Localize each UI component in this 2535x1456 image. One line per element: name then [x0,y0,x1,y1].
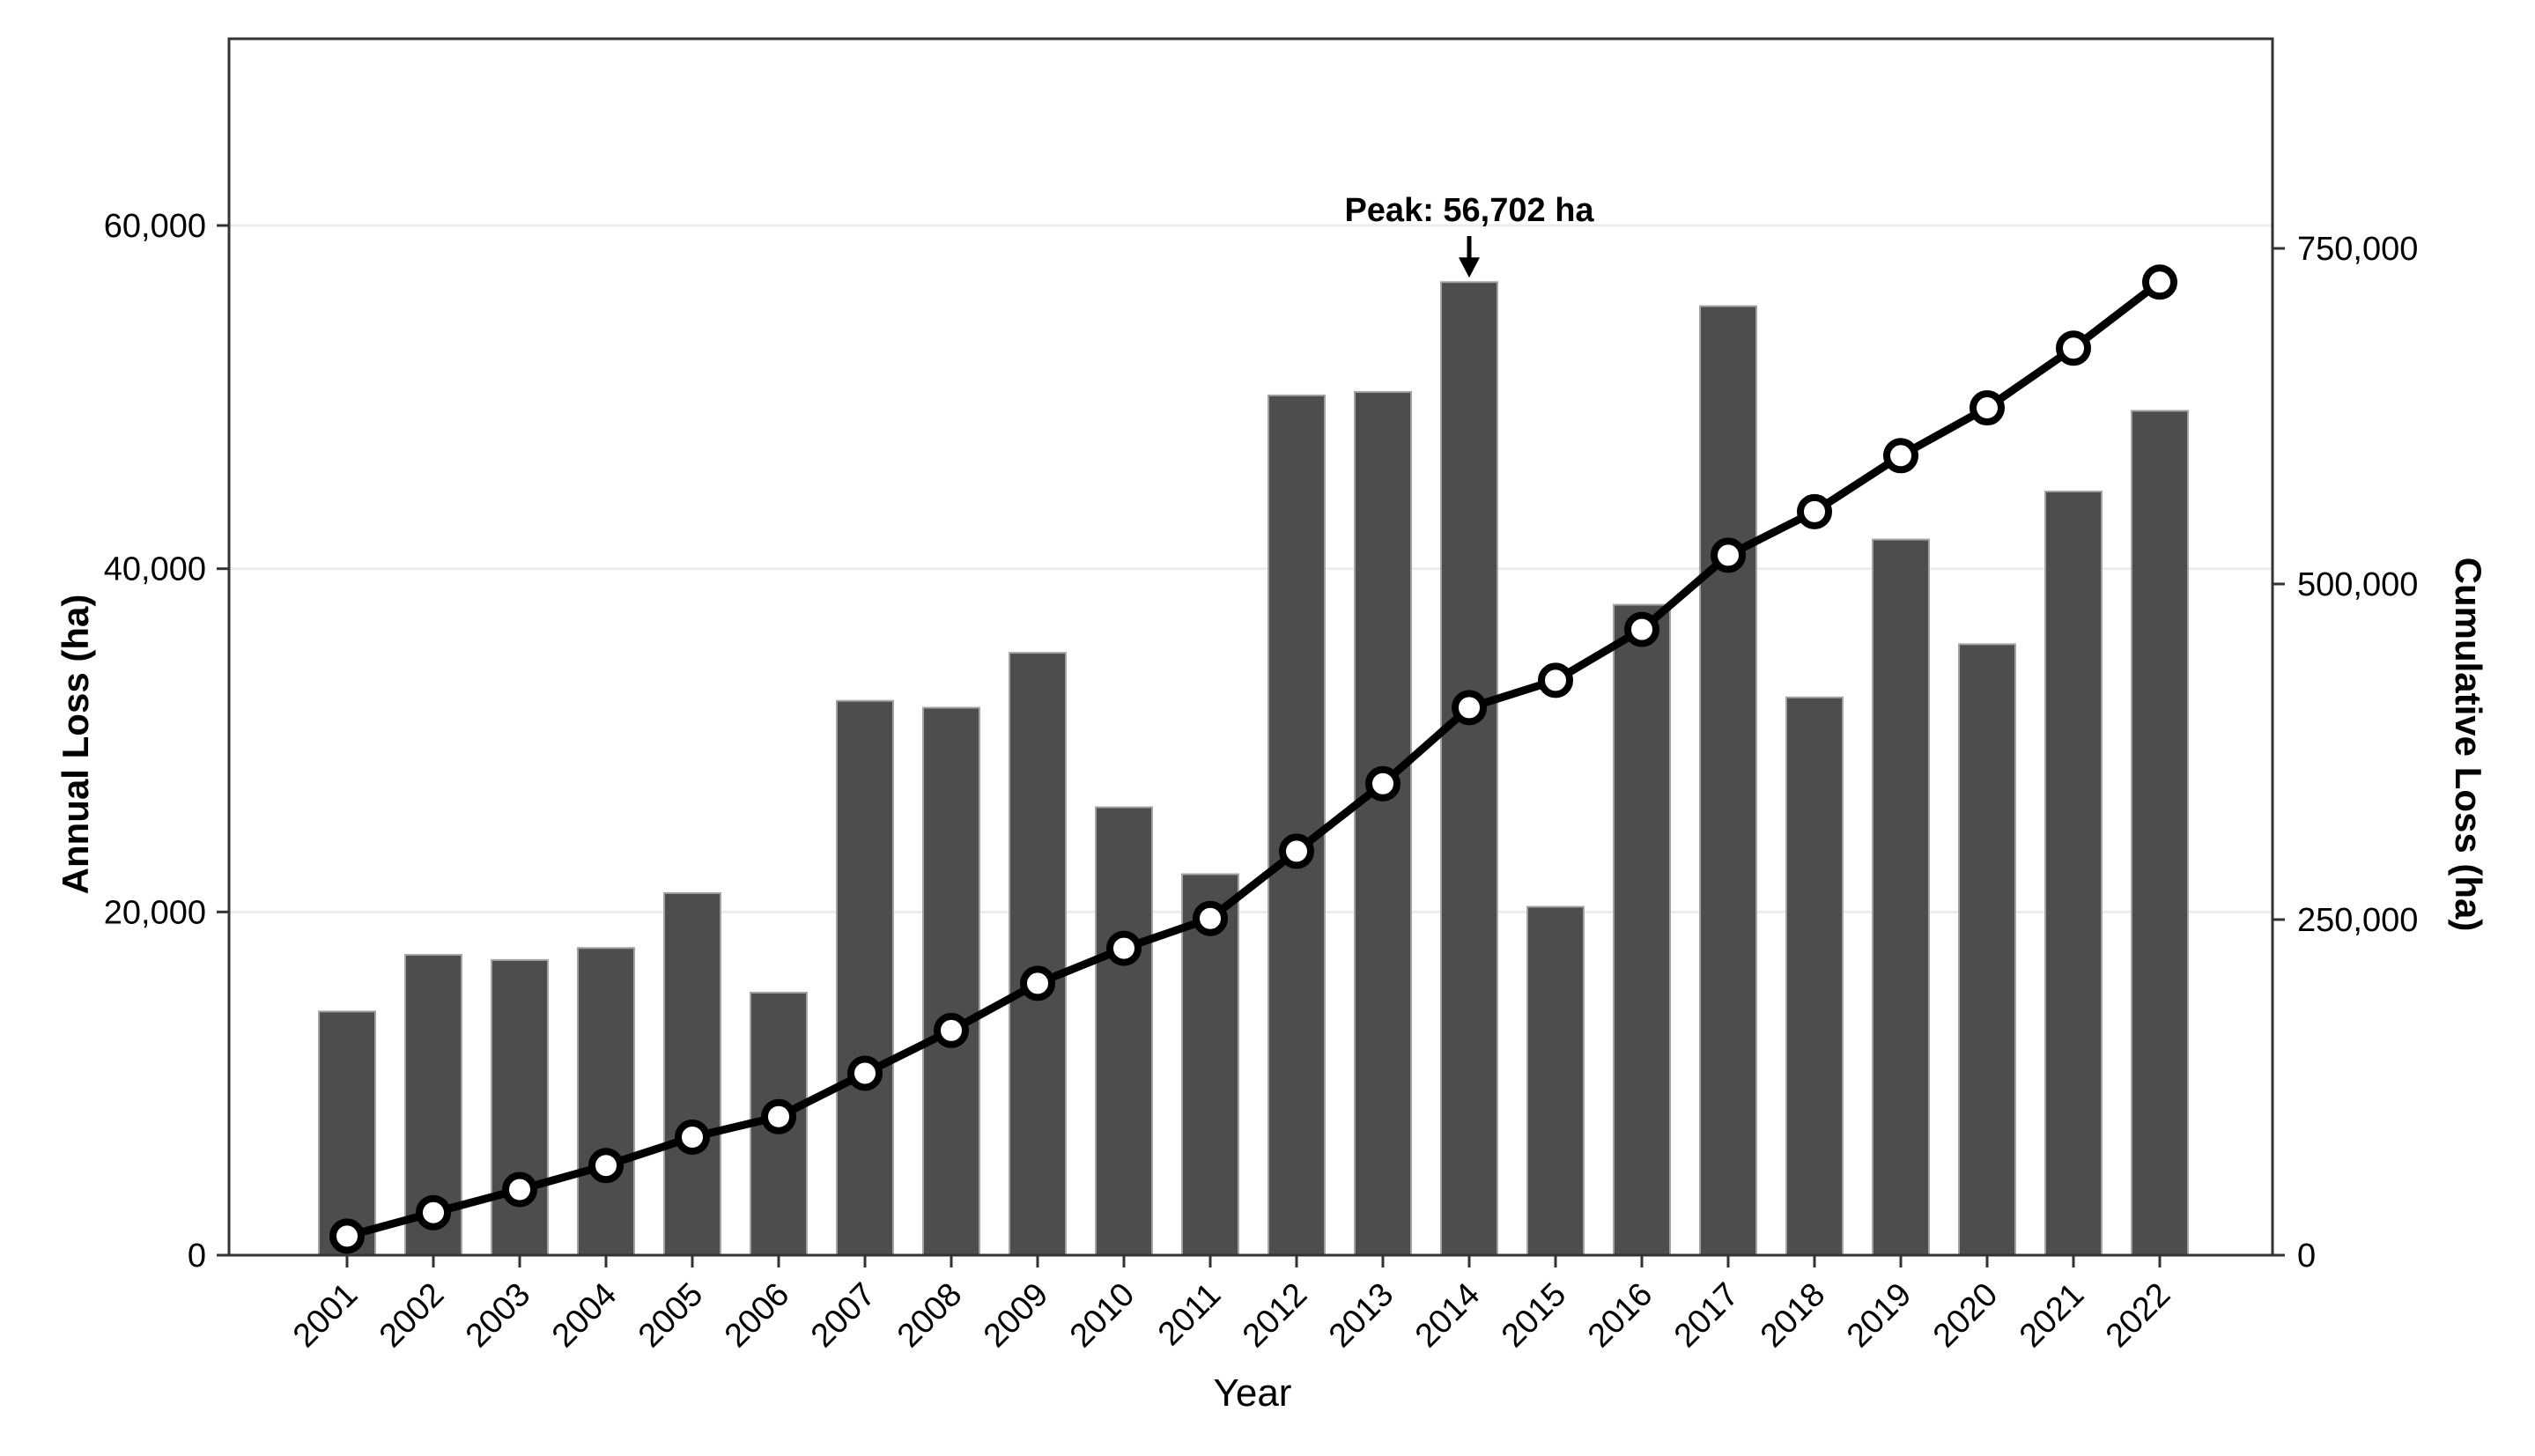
bar-2021 [2044,490,2103,1256]
x-tick-label-2001: 2001 [286,1276,365,1355]
left-y-axis-title: Annual Loss (ha) [55,594,96,895]
x-tick-label-2011: 2011 [1151,1276,1228,1353]
x-tick-label-2017: 2017 [1667,1276,1746,1355]
bar-2009 [1009,652,1067,1256]
marker-2006 [761,1098,796,1134]
marker-2011 [1193,900,1228,936]
bar-2007 [836,699,894,1256]
bar-2016 [1613,603,1671,1256]
x-tick-label-2009: 2009 [977,1276,1055,1355]
right-tick-label-250,000: 250,000 [2297,902,2418,939]
right-tick-label-0: 0 [2297,1238,2316,1275]
bar-2018 [1785,696,1844,1256]
x-tick-label-2021: 2021 [2013,1276,2091,1355]
marker-2008 [934,1012,969,1048]
marker-2017 [1711,537,1746,573]
peak-arrow-head [1459,257,1480,278]
marker-2012 [1279,833,1314,869]
bar-2010 [1095,806,1153,1256]
bar-2003 [491,958,549,1257]
marker-2002 [416,1194,451,1231]
marker-2020 [1970,390,2005,426]
bar-2013 [1354,390,1412,1256]
marker-2003 [502,1171,537,1208]
x-tick-label-2008: 2008 [891,1276,969,1355]
right-tick-label-750,000: 750,000 [2297,231,2418,268]
bar-2008 [922,706,980,1256]
marker-2005 [675,1120,710,1156]
left-tick-label-60,000: 60,000 [104,208,206,245]
bar-2019 [1872,538,1930,1256]
marker-2015 [1538,662,1573,698]
right-y-axis-title: Cumulative Loss (ha) [2448,557,2489,932]
x-tick-label-2022: 2022 [2099,1276,2177,1355]
x-tick-label-2010: 2010 [1063,1276,1142,1355]
x-tick-label-2006: 2006 [718,1276,796,1355]
x-tick-label-2007: 2007 [804,1276,883,1355]
x-tick-label-2004: 2004 [545,1276,624,1355]
bar-2014 [1440,281,1498,1257]
cumulative-line [343,277,2164,1240]
marker-2007 [847,1055,883,1091]
bar-2005 [663,891,721,1256]
x-axis-title: Year [1213,1371,1292,1415]
x-tick-label-2003: 2003 [459,1276,537,1355]
bar-2012 [1268,394,1326,1256]
x-tick-label-2018: 2018 [1754,1276,1832,1355]
marker-2016 [1624,611,1659,647]
marker-2009 [1020,965,1055,1001]
x-tick-label-2015: 2015 [1495,1276,1573,1355]
right-tick-label-500,000: 500,000 [2297,566,2418,603]
left-tick-label-0: 0 [188,1238,206,1275]
bar-2015 [1526,905,1585,1256]
marker-2014 [1452,690,1487,726]
bar-2004 [577,947,635,1256]
bar-2017 [1699,305,1757,1256]
left-tick-label-40,000: 40,000 [104,551,206,588]
peak-annotation-label: Peak: 56,702 ha [1344,192,1594,229]
marker-2004 [588,1148,624,1184]
x-tick-label-2005: 2005 [632,1276,710,1355]
x-tick-label-2013: 2013 [1322,1276,1401,1355]
marker-2022 [2142,264,2177,300]
marker-2010 [1106,930,1142,966]
left-tick-label-20,000: 20,000 [104,894,206,931]
marker-2018 [1797,493,1832,529]
marker-2019 [1883,438,1918,474]
panel-border [227,37,2274,1257]
marker-2013 [1365,765,1401,802]
x-tick-label-2019: 2019 [1840,1276,1918,1355]
marker-2001 [329,1218,365,1254]
x-tick-label-2014: 2014 [1408,1276,1487,1355]
x-tick-label-2002: 2002 [373,1276,451,1355]
x-tick-label-2016: 2016 [1581,1276,1659,1355]
bar-2020 [1958,643,2016,1256]
bar-2001 [318,1010,376,1256]
x-tick-label-2012: 2012 [1236,1276,1314,1355]
marker-2021 [2056,330,2091,366]
x-tick-label-2020: 2020 [1926,1276,2005,1355]
bar-2022 [2131,410,2189,1257]
